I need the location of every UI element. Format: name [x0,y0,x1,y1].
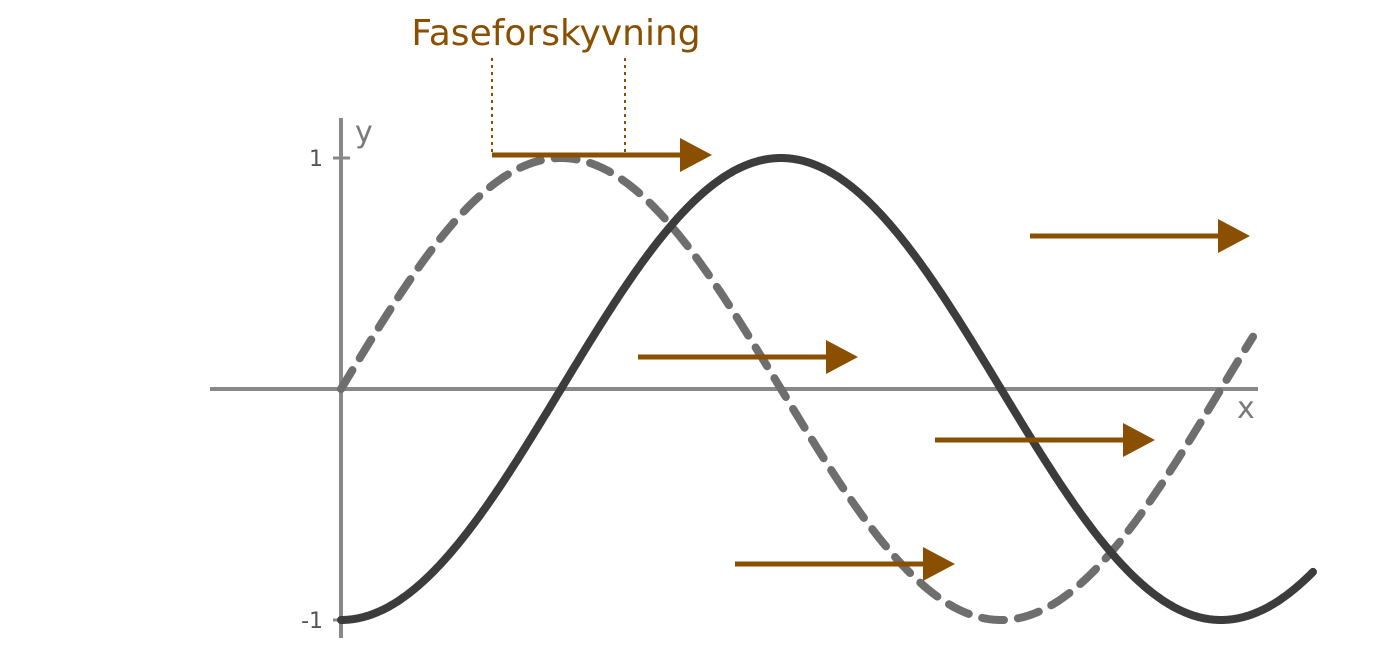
shift-arrow-head-icon [826,340,858,374]
y-tick-label-minus-1: -1 [301,609,323,634]
shift-arrow-head-icon [1218,219,1250,253]
original-sine-curve [337,154,1257,624]
shift-arrow-head-icon [923,547,955,581]
y-axis-label: y [355,115,373,150]
shifted-sine-curve [337,154,1317,624]
shift-arrow-head-icon [680,138,712,172]
shift-arrow-head-icon [1123,423,1155,457]
y-tick-label-1: 1 [309,147,323,172]
x-axis-label: x [1237,391,1255,426]
diagram-title: Faseforskyvning [411,13,700,54]
shift-arrows [492,138,1250,581]
